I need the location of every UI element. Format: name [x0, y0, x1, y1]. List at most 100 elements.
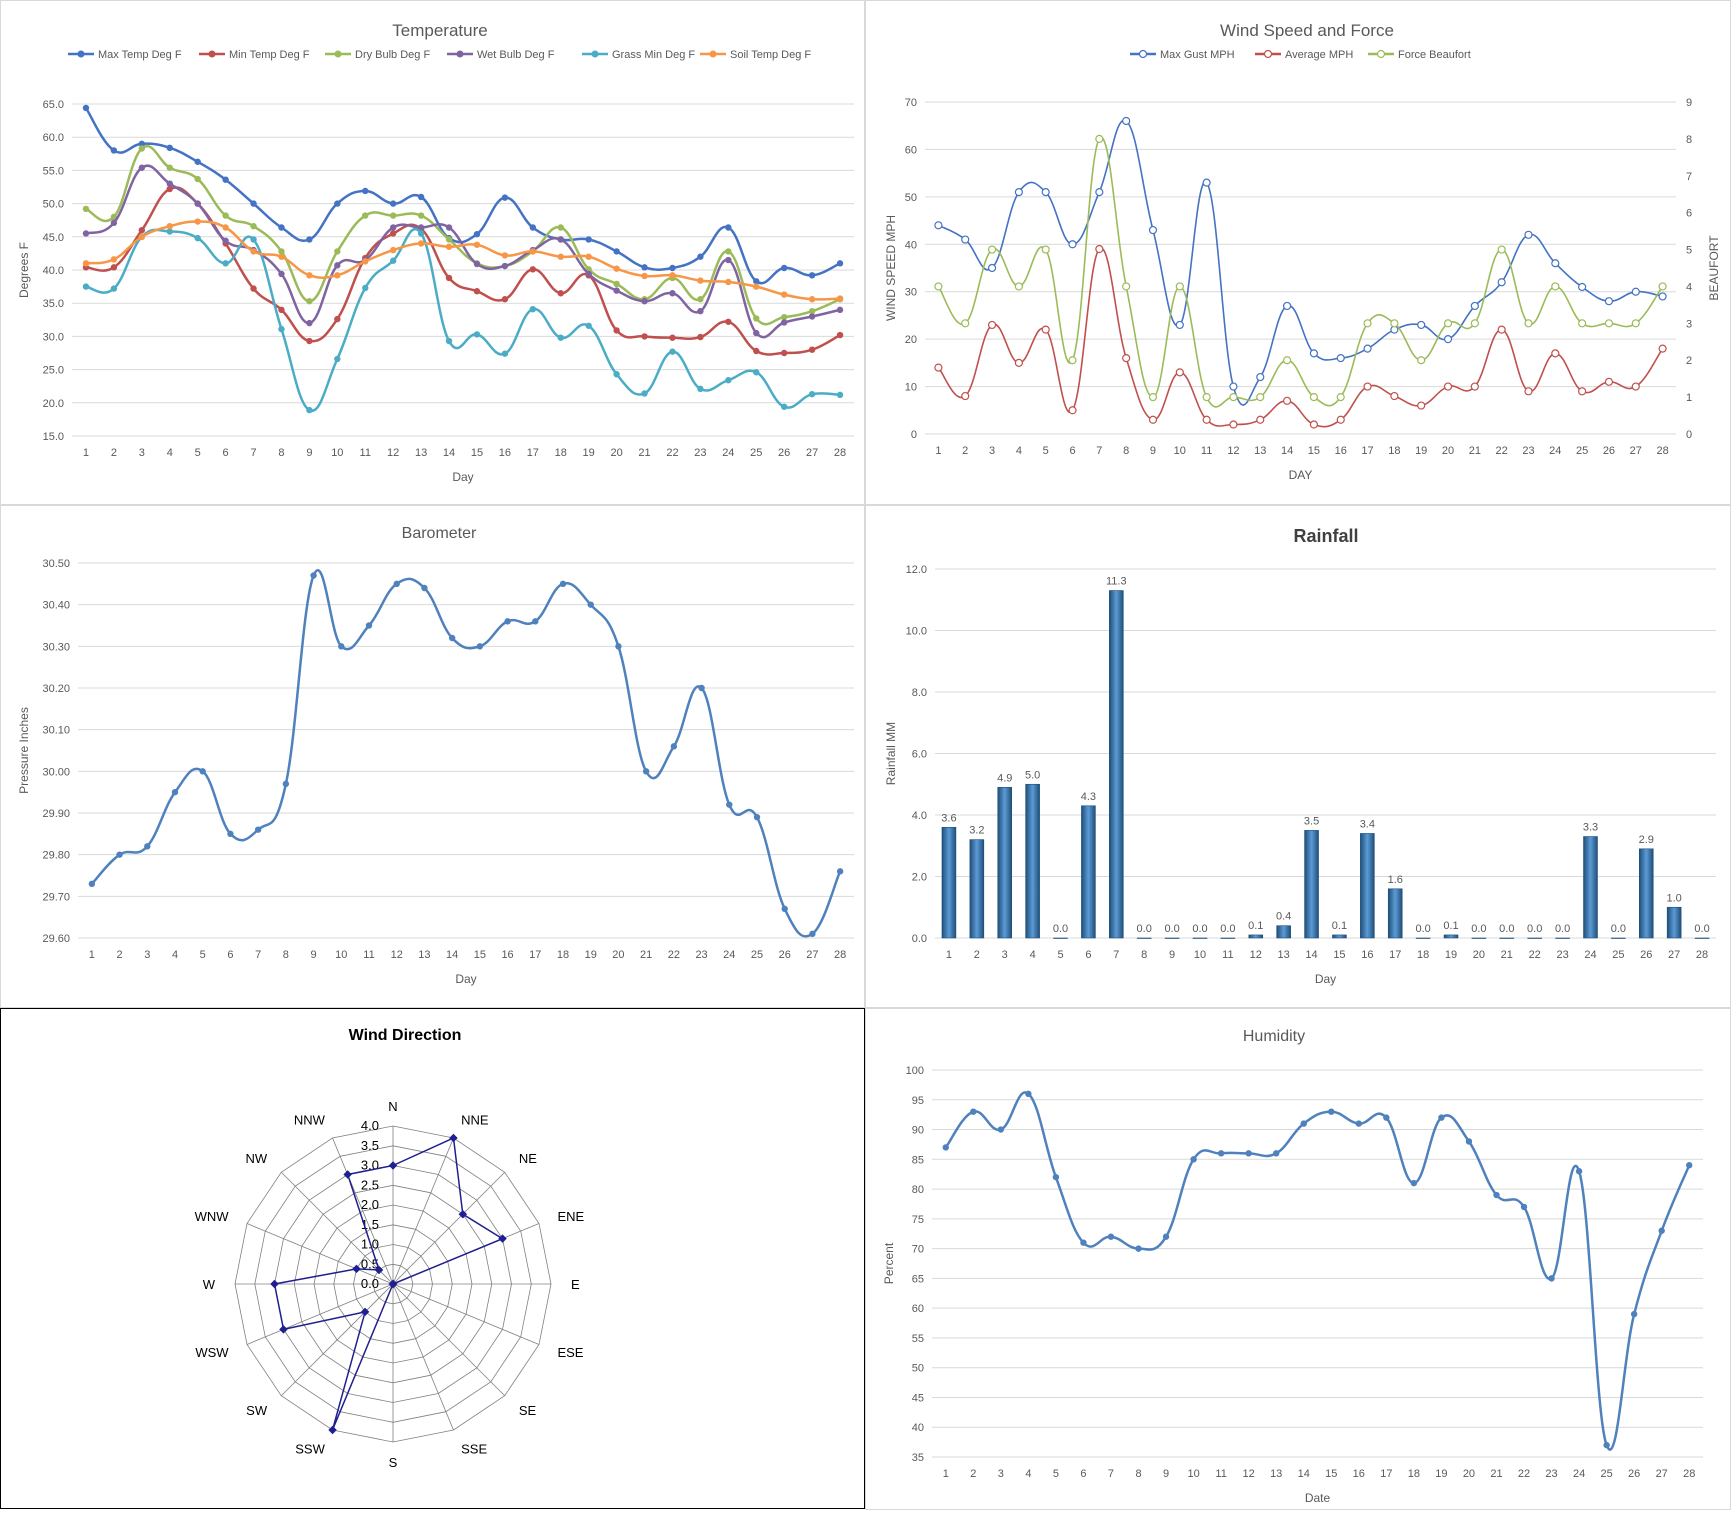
wind-point — [1014, 358, 1023, 367]
barometer-point — [559, 580, 567, 588]
barometer-point — [448, 634, 456, 642]
temperature-y-tick-label: 40.0 — [43, 265, 64, 277]
wind-point — [1256, 372, 1265, 382]
temperature-x-tick-label: 20 — [610, 447, 622, 459]
temperature-y-tick-label: 25.0 — [43, 365, 64, 377]
humidity-point — [1548, 1275, 1555, 1282]
rainfall-data-label: 0.0 — [1471, 923, 1486, 935]
rainfall-x-tick-label: 11 — [1222, 949, 1233, 961]
barometer-x-tick-label: 14 — [446, 949, 458, 961]
radar-spoke — [392, 1283, 506, 1397]
temperature-point — [753, 347, 760, 355]
temperature-point — [417, 230, 425, 237]
humidity-point — [1575, 1168, 1583, 1175]
temperature-x-tick-label: 6 — [223, 447, 229, 459]
wind-point — [1443, 382, 1453, 391]
wind-x-tick-label: 15 — [1308, 445, 1320, 457]
temperature-point — [445, 274, 453, 282]
temperature-point — [194, 218, 201, 225]
rainfall-x-tick-label: 26 — [1640, 949, 1652, 961]
temperature-point — [138, 164, 146, 171]
wind-speed-chart: Wind Speed and Force01020304050607001234… — [865, 0, 1731, 505]
wind-point — [1631, 319, 1640, 328]
rainfall-data-label: 0.1 — [1248, 920, 1263, 932]
temperature-point — [417, 224, 425, 231]
radar-direction-label: NNW — [294, 1113, 326, 1128]
temperature-point — [417, 193, 425, 201]
temperature-point — [222, 260, 229, 267]
temperature-x-tick-label: 14 — [443, 447, 455, 459]
humidity-x-tick-label: 17 — [1380, 1468, 1392, 1480]
barometer-point — [393, 580, 400, 588]
humidity-x-tick-label: 22 — [1518, 1468, 1530, 1480]
temperature-point — [808, 390, 816, 398]
temperature-point — [473, 331, 481, 338]
rainfall-x-tick-label: 19 — [1445, 949, 1457, 961]
temperature-point — [725, 224, 732, 231]
humidity-x-tick-label: 27 — [1656, 1468, 1668, 1480]
wind-point — [1363, 319, 1372, 328]
radar-direction-label: E — [571, 1277, 580, 1292]
temperature-point — [82, 230, 90, 237]
radar-direction-label: WSW — [195, 1345, 229, 1360]
wind-y2-tick-label: 9 — [1686, 97, 1692, 109]
temperature-point — [836, 391, 844, 399]
humidity-point — [1328, 1108, 1335, 1115]
rainfall-data-label: 1.0 — [1667, 892, 1682, 904]
wind-y-axis-title: WIND SPEED MPH — [884, 215, 898, 321]
wind-point — [1095, 188, 1104, 197]
radar-spoke — [392, 1171, 506, 1285]
temperature-x-tick-label: 22 — [666, 447, 678, 459]
temperature-y-tick-label: 35.0 — [43, 298, 64, 310]
temperature-point — [585, 322, 592, 329]
temperature-point — [501, 350, 509, 357]
wind-point — [1068, 240, 1077, 249]
wind-x-tick-label: 8 — [1123, 445, 1129, 457]
temperature-point — [557, 236, 564, 243]
temperature-point — [585, 270, 592, 278]
temperature-point — [669, 264, 676, 272]
rainfall-bar — [1527, 937, 1542, 939]
radar-spoke — [246, 1283, 394, 1345]
barometer-point — [254, 826, 262, 833]
temperature-point — [417, 240, 425, 247]
rainfall-bar — [1638, 848, 1654, 939]
rainfall-x-tick-label: 21 — [1501, 949, 1513, 961]
rainfall-data-label: 0.0 — [1137, 923, 1152, 935]
temperature-y-tick-label: 60.0 — [43, 132, 64, 144]
rainfall-x-tick-label: 10 — [1194, 949, 1206, 961]
temperature-point — [194, 175, 201, 183]
temperature-point — [278, 325, 285, 333]
barometer-point — [310, 572, 317, 579]
barometer-y-tick-label: 29.90 — [42, 808, 70, 820]
barometer-y-tick-label: 30.50 — [42, 558, 70, 570]
wind-point — [1497, 245, 1506, 254]
barometer-point — [532, 618, 539, 625]
rainfall-x-tick-label: 8 — [1141, 949, 1147, 961]
temperature-point — [501, 252, 509, 259]
wind-direction-title: Wind Direction — [349, 1027, 462, 1044]
temperature-legend-label: Dry Bulb Deg F — [355, 49, 430, 61]
rainfall-bar — [1192, 937, 1208, 939]
temperature-x-tick-label: 7 — [250, 447, 256, 459]
rainfall-data-label: 2.9 — [1639, 834, 1654, 846]
temperature-point — [725, 248, 732, 255]
temperature-point — [417, 212, 425, 219]
rainfall-x-axis-title: Day — [1315, 972, 1336, 986]
wind-x-tick-label: 18 — [1388, 445, 1400, 457]
wind-point — [1578, 319, 1587, 328]
rainfall-x-tick-label: 20 — [1473, 949, 1485, 961]
humidity-title: Humidity — [1243, 1028, 1305, 1045]
temperature-point — [222, 224, 229, 231]
humidity-point — [1686, 1162, 1693, 1169]
temperature-point — [501, 296, 509, 303]
humidity-point — [1135, 1245, 1142, 1252]
temperature-point — [166, 180, 173, 187]
rainfall-data-label: 5.0 — [1025, 769, 1040, 781]
rainfall-x-tick-label: 1 — [946, 949, 952, 961]
barometer-x-tick-label: 1 — [89, 949, 95, 961]
barometer-x-tick-label: 7 — [255, 949, 261, 961]
radar-point — [360, 1307, 370, 1317]
radar-tick-label: 2.0 — [361, 1197, 379, 1212]
rainfall-bar — [969, 839, 985, 939]
